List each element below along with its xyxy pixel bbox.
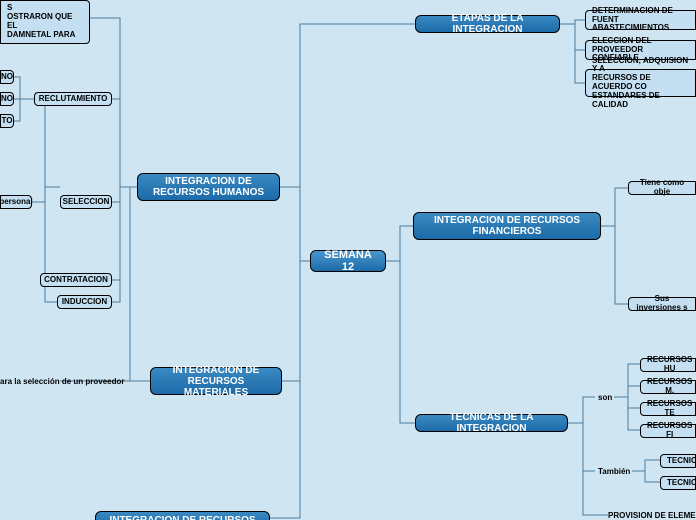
rm-node[interactable]: INTEGRACION DE RECURSOS MATERIALES xyxy=(150,367,282,395)
recursos-2: RECURSOS M. xyxy=(640,380,696,394)
mindmap-canvas: { "colors":{"bg":"#cfe5f2","nodeDark1":"… xyxy=(0,0,696,520)
proveedor-label: ara la selección de un proveedor xyxy=(0,377,125,386)
son-text: son xyxy=(598,394,612,403)
induccion-node[interactable]: INDUCCION xyxy=(57,295,112,309)
rf-node[interactable]: INTEGRACION DE RECURSOS FINANCIEROS xyxy=(413,212,601,240)
rf-child-2-label: Sus inversiones s xyxy=(635,295,689,313)
seleccion-node[interactable]: SELECCION xyxy=(60,195,112,209)
tecnica-1: TECNICA xyxy=(660,454,696,468)
reclutamiento-label: RECLUTAMIENTO xyxy=(39,95,108,104)
etapas-label: ETAPAS DE LA INTEGRACION xyxy=(422,13,553,35)
contratacion-node[interactable]: CONTRATACION xyxy=(40,273,112,287)
rf-child-1: Tiene como obje xyxy=(628,181,696,195)
tambien-text: También xyxy=(598,468,630,477)
contratacion-label: CONTRATACION xyxy=(44,276,108,285)
recursos-3: RECURSOS TE xyxy=(640,402,696,416)
rf-label: INTEGRACION DE RECURSOS FINANCIEROS xyxy=(420,215,594,237)
stub-3-label: TO xyxy=(2,117,13,126)
stub-1-label: NO xyxy=(1,73,13,82)
tecnicas-label: TECNICAS DE LA INTEGRACION xyxy=(422,412,561,434)
center-node[interactable]: SEMANA 12 xyxy=(310,250,386,272)
induccion-label: INDUCCION xyxy=(62,298,107,307)
tecnicas-node[interactable]: TECNICAS DE LA INTEGRACION xyxy=(415,414,568,432)
etapas-child-1-label: DETERMINACION DE FUENT ABASTECIMIENTOS xyxy=(592,7,689,33)
recursos-1: RECURSOS HU xyxy=(640,358,696,372)
rm-label: INTEGRACION DE RECURSOS MATERIALES xyxy=(157,365,275,398)
recursos-4: RECURSOS FI xyxy=(640,424,696,438)
etapas-child-3-label: SELECCION, ADQUISION Y A RECURSOS DE ACU… xyxy=(592,57,689,110)
tecnica-2: TECNICA xyxy=(660,476,696,490)
fragment-text: S OSTRARON QUE EL DAMNETAL PARA xyxy=(7,4,83,39)
recursos-4-label: RECURSOS FI xyxy=(647,422,692,440)
bottom-node[interactable]: INTEGRACION DE RECURSOS xyxy=(95,511,270,520)
recursos-2-label: RECURSOS M. xyxy=(647,378,692,396)
rh-node[interactable]: INTEGRACION DE RECURSOS HUMANOS xyxy=(137,173,280,201)
personal-label: personal xyxy=(0,198,33,207)
etapas-child-1: DETERMINACION DE FUENT ABASTECIMIENTOS xyxy=(585,10,696,30)
seleccion-label: SELECCION xyxy=(63,198,110,207)
rf-child-2: Sus inversiones s xyxy=(628,297,696,311)
stub-2: NO xyxy=(0,92,14,106)
reclutamiento-node[interactable]: RECLUTAMIENTO xyxy=(34,92,112,106)
stub-2-label: NO xyxy=(1,95,13,104)
tambien-label: También xyxy=(598,467,630,476)
tecnica-2-label: TECNICA xyxy=(667,479,696,488)
rf-child-1-label: Tiene como obje xyxy=(635,179,689,197)
recursos-1-label: RECURSOS HU xyxy=(647,356,692,374)
etapas-child-3: SELECCION, ADQUISION Y A RECURSOS DE ACU… xyxy=(585,69,696,97)
bottom-label: INTEGRACION DE RECURSOS xyxy=(109,515,255,520)
recursos-3-label: RECURSOS TE xyxy=(647,400,692,418)
tecnica-1-label: TECNICA xyxy=(667,457,696,466)
son-label: son xyxy=(598,393,612,402)
center-label: SEMANA 12 xyxy=(317,249,379,273)
stub-3: TO xyxy=(0,114,14,128)
proveedor-text: ara la selección de un proveedor xyxy=(0,378,125,387)
personal-node: personal xyxy=(0,195,32,209)
provision-text: PROVISION DE ELEME xyxy=(608,512,696,520)
provision-label: PROVISION DE ELEME xyxy=(608,511,696,520)
rh-label: INTEGRACION DE RECURSOS HUMANOS xyxy=(144,176,273,198)
stub-1: NO xyxy=(0,70,14,84)
fragment-top-left: S OSTRARON QUE EL DAMNETAL PARA xyxy=(0,0,90,44)
etapas-node[interactable]: ETAPAS DE LA INTEGRACION xyxy=(415,15,560,33)
